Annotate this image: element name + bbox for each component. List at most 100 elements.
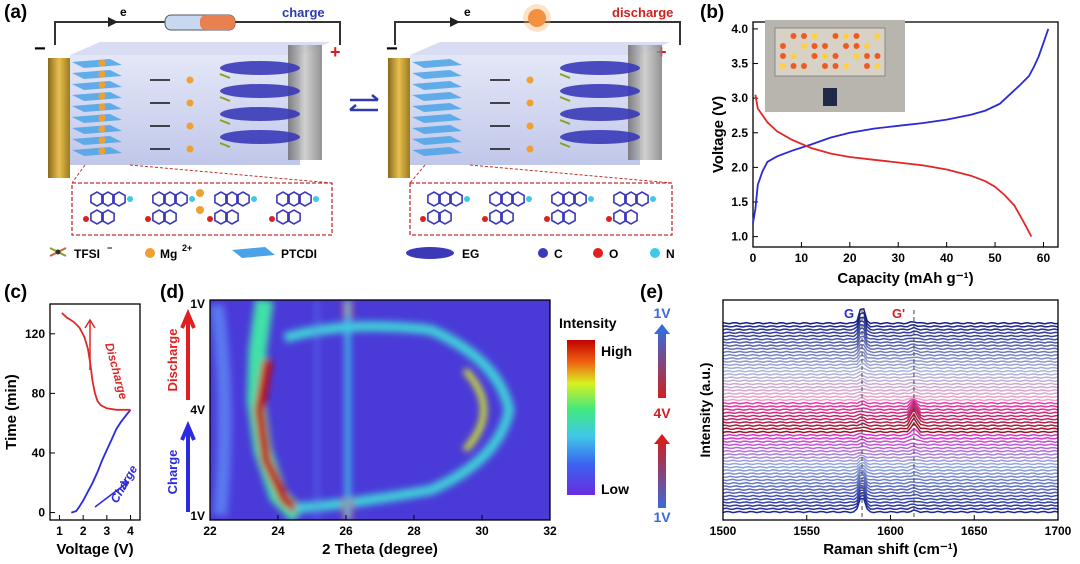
led-light: [832, 63, 839, 69]
x-tick-label: 20: [843, 251, 857, 265]
led-light: [832, 33, 839, 39]
raman-spectrum: [723, 403, 1058, 418]
molecule-ring: [174, 191, 188, 207]
mg-ion: [98, 147, 106, 155]
tfsi-ion: [219, 142, 231, 148]
panel-a-schematic: e e charge discharge − + − + TFSI −: [34, 4, 681, 261]
y-tick-label: 1V: [190, 509, 205, 523]
raman-spectrum: [723, 374, 1058, 379]
o-atom: [606, 216, 612, 222]
zoom-box-charge: [71, 182, 333, 236]
raman-spectrum: [723, 467, 1058, 475]
raman-spectrum: [723, 335, 1058, 347]
shifted-peak-core: [462, 367, 487, 453]
legend-ptcdi: PTCDI: [232, 247, 317, 261]
panel-label-c: (c): [4, 282, 28, 303]
svg-text:EG: EG: [462, 247, 479, 261]
raman-spectrum: [723, 347, 1058, 357]
discharge-text: Discharge: [102, 341, 131, 401]
raman-spectrum: [723, 469, 1058, 479]
raman-spectrum: [723, 448, 1058, 453]
led-light: [780, 63, 786, 69]
chart-raman: G G' 1500 1550 1600 1650 1700 Raman shift (cm⁻¹…: [653, 299, 1072, 558]
ptcdi-layer: [72, 125, 122, 134]
series-line-1: [752, 28, 1050, 223]
n-atom: [251, 196, 257, 202]
eg-layer: [220, 84, 300, 98]
n-atom: [189, 196, 195, 202]
x-tick-label: 1600: [877, 524, 904, 538]
eg-layer: [560, 107, 640, 121]
raman-spectrum: [723, 384, 1058, 389]
raman-spectrum: [723, 433, 1058, 440]
legend-n: N: [650, 247, 675, 261]
mg-ion: [526, 145, 534, 153]
raman-spectrum: [723, 327, 1058, 341]
raman-spectrum: [723, 343, 1058, 354]
raman-spectrum: [723, 461, 1058, 469]
cell-charge: [48, 42, 330, 178]
inset-photo: [765, 20, 905, 112]
svg-text:TFSI: TFSI: [74, 247, 100, 261]
raman-spectrum: [723, 362, 1058, 370]
ptcdi-layer: [412, 136, 462, 145]
y-tick-label: 4V: [653, 405, 671, 421]
y-axis-title: Time (min): [3, 374, 20, 450]
eg-layer: [560, 130, 640, 144]
tfsi-ion: [559, 142, 571, 148]
n-atom: [313, 196, 319, 202]
svg-text:PTCDI: PTCDI: [281, 247, 317, 261]
o-atom: [420, 216, 426, 222]
colorbar-high-label: High: [601, 343, 632, 359]
raman-spectrum: [723, 393, 1058, 399]
n-atom: [588, 196, 594, 202]
raman-spectrum: [723, 358, 1058, 367]
x-axis-title: Raman shift (cm⁻¹): [823, 541, 958, 558]
led-light: [853, 33, 860, 39]
molecule-ring: [624, 209, 638, 225]
raman-spectrum: [723, 438, 1058, 443]
spectra-stack: [723, 307, 1058, 514]
o-atom: [145, 216, 151, 222]
led-light: [811, 53, 818, 59]
y-tick-label: 80: [32, 386, 46, 400]
raman-spectrum: [723, 416, 1058, 431]
electron-label-1: e: [120, 5, 127, 19]
x-tick-label: 60: [1037, 251, 1051, 265]
plus-sign-1: +: [330, 42, 341, 62]
led-light: [801, 43, 807, 49]
raman-spectrum: [723, 354, 1058, 363]
x-tick-label: 1: [56, 524, 63, 538]
raman-spectrum: [723, 456, 1058, 463]
o-atom: [482, 216, 488, 222]
y-tick-label: 40: [32, 446, 46, 460]
raman-spectrum: [723, 398, 1058, 405]
raman-spectrum: [723, 476, 1058, 488]
tfsi-ion: [219, 73, 231, 79]
chart-voltage-capacity: 0 10 20 30 40 50 60 1.0 1.5 2.0 2.5 3.0 3.5 4.0 Capaci…: [710, 20, 1059, 287]
y-tick-label: 0: [38, 506, 45, 520]
ptcdi-layer: [412, 103, 462, 112]
raman-spectrum: [723, 479, 1058, 491]
y-tick-label: 120: [25, 327, 45, 341]
mg-ion: [526, 99, 534, 107]
svg-text:O: O: [609, 247, 618, 261]
o-atom: [207, 216, 213, 222]
ptcdi-layer: [412, 114, 462, 123]
ptcdi-layer: [412, 92, 462, 101]
ptcdi-layer: [72, 92, 122, 101]
led-light: [801, 33, 807, 39]
plot-frame: [49, 303, 141, 521]
y-tick-label: 3.5: [731, 57, 748, 71]
charge-text: Charge: [165, 450, 180, 495]
molecule-ring: [438, 209, 452, 225]
mg-ion: [526, 122, 534, 130]
raman-spectrum: [723, 471, 1058, 482]
led-light: [853, 53, 860, 59]
raman-spectrum: [723, 391, 1058, 395]
tfsi-ion: [219, 96, 231, 102]
led-light: [874, 63, 881, 69]
raman-spectrum: [723, 350, 1058, 360]
shifted-peak-trace: [283, 321, 515, 513]
raman-spectrum: [723, 316, 1058, 331]
